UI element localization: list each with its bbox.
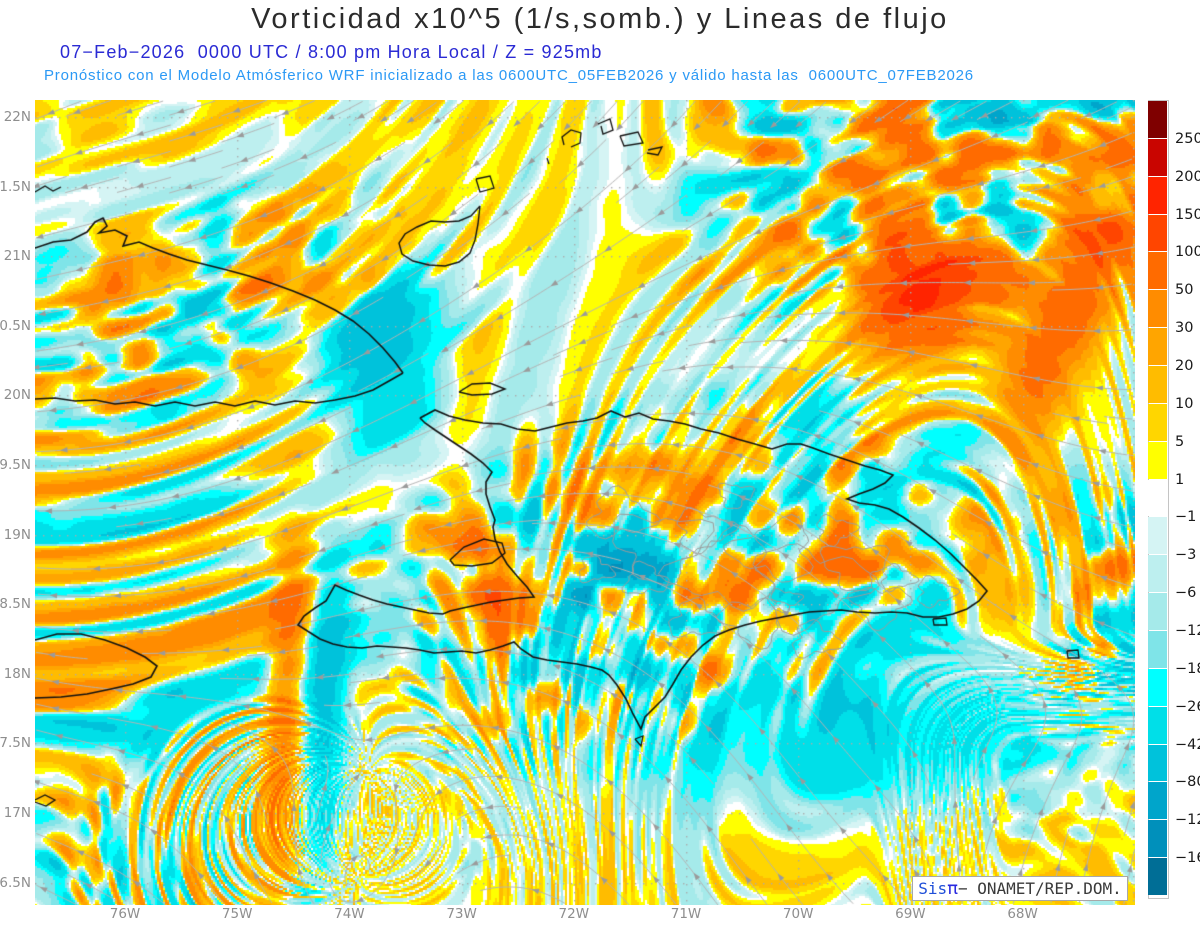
colorbar-tick-label: −160 [1175,850,1200,867]
vorticity-streamline-map [35,100,1135,905]
longitude-tick-label: 75W [221,906,253,922]
colorbar-tick-label: −26 [1175,698,1200,715]
colorbar-segment [1148,858,1167,895]
colorbar-tick-label: 100 [1175,244,1200,261]
longitude-axis: 76W 75W 74W 73W 72W 71W 70W 69W 68W [35,906,1135,926]
colorbar-tick-label: −1 [1175,509,1197,526]
branding-box: Sis π − ONAMET/REP.DOM. [912,876,1128,901]
longitude-tick-label: 76W [109,906,141,922]
colorbar-tick-label: −6 [1175,585,1197,602]
latitude-tick-label: 9.5N [0,457,31,473]
colorbar-segment [1148,706,1167,744]
colorbar-tick-label: 20 [1175,358,1194,374]
colorbar-tick-label: −3 [1175,547,1197,564]
colorbar-segment [1148,290,1167,328]
longitude-tick-label: 71W [670,906,702,922]
colorbar-tick-label: −18 [1175,660,1200,677]
longitude-tick-label: 74W [334,906,365,922]
map-plot-area [35,100,1135,905]
colorbar-segment [1148,101,1167,138]
colorbar-segment [1148,668,1167,706]
colorbar-segment [1148,138,1167,176]
latitude-tick-label: 6.5N [0,874,31,891]
colorbar-segment [1148,328,1167,365]
colorbar-segment [1148,214,1167,252]
colorbar-segment [1148,555,1167,593]
colorbar-tick-label: 1 [1175,471,1185,488]
latitude-tick-label: 17N [3,805,31,821]
colorbar-tick-label: 250 [1175,130,1200,147]
valid-time-line: 07−Feb−2026 0000 UTC / 8:00 pm Hora Loca… [60,42,603,62]
colorbar-tick-label: 10 [1175,395,1194,412]
colorbar-segment [1148,820,1167,858]
colorbar-segment [1148,176,1167,214]
model-info-line: Pronóstico con el Modelo Atmósferico WRF… [44,67,974,84]
longitude-tick-label: 69W [895,906,926,922]
colorbar-segment [1148,782,1167,820]
colorbar-tick-label: −120 [1175,812,1200,829]
longitude-tick-label: 68W [1007,906,1038,922]
colorbar-segment [1148,403,1167,441]
branding-organization: ONAMET/REP.DOM. [977,879,1122,898]
colorbar-segment [1148,744,1167,782]
page-title: Vorticidad x10^5 (1/s,somb.) y Lineas de… [251,3,949,35]
branding-pi-symbol: π [947,877,958,899]
colorbar-segment [1148,593,1167,630]
colorbar-tick-label: −42 [1175,736,1200,753]
latitude-axis: 22N 1.5N 21N 0.5N 20N 9.5N 19N 8.5N 18N 7.5N 17N 6.… [0,100,33,905]
latitude-tick-label: 21N [3,248,31,265]
branding-separator: − [957,879,978,898]
colorbar-segment [1148,631,1167,668]
latitude-tick-label: 8.5N [0,596,31,613]
colorbar-tick-label: 150 [1175,206,1200,223]
latitude-tick-label: 20N [3,387,31,404]
colorbar-segment [1148,252,1167,290]
colorbar-tick-label: 200 [1175,168,1200,185]
colorbar-tick-label: 5 [1175,433,1185,450]
latitude-tick-label: 18N [3,665,31,682]
colorbar-tick-label: −12 [1175,623,1200,639]
latitude-tick-label: 22N [3,109,31,125]
colorbar-tick-label: 50 [1175,282,1194,299]
colorbar-tick-label: −80 [1175,774,1200,791]
latitude-tick-label: 0.5N [0,317,31,334]
branding-prefix: Sis [918,879,948,898]
colorbar-segment [1148,479,1167,517]
latitude-tick-label: 19N [3,526,31,543]
longitude-tick-label: 70W [782,906,814,922]
latitude-tick-label: 1.5N [0,178,31,195]
colorbar-segment [1148,366,1167,403]
colorbar-tick-label: 30 [1175,320,1194,337]
latitude-tick-label: 7.5N [0,735,31,752]
longitude-tick-label: 72W [558,906,590,922]
longitude-tick-label: 73W [446,906,477,922]
colorbar-segment [1148,517,1167,555]
colorbar: 250 200 150 100 50 30 20 10 5 1 −1 −3 −6 −12 −18 −26 −42… [1148,100,1200,905]
colorbar-segment [1148,441,1167,479]
